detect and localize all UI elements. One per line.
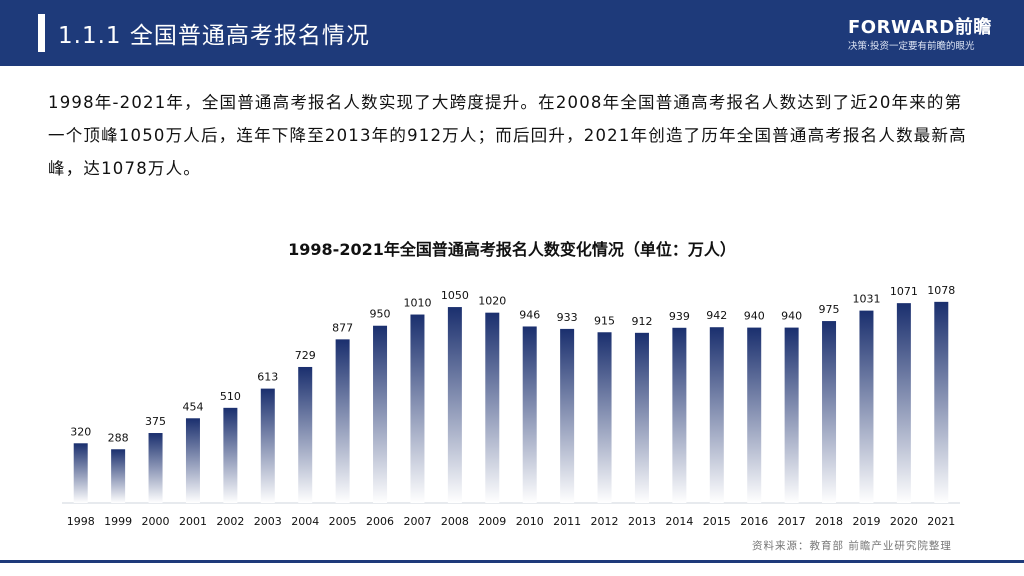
x-tick-2013: 2013 — [628, 515, 656, 528]
brand-slogan: 决策·投资一定要有前瞻的眼光 — [848, 41, 975, 52]
data-label-1999: 288 — [108, 431, 129, 444]
x-tick-2014: 2014 — [665, 515, 693, 528]
bar-2019 — [859, 310, 874, 503]
data-label-2000: 375 — [145, 415, 166, 428]
data-label-2006: 950 — [370, 308, 391, 321]
bar-2013 — [634, 332, 649, 503]
bar-2012 — [597, 332, 612, 503]
intro-paragraph: 1998年-2021年，全国普通高考报名人数实现了大跨度提升。在2008年全国普… — [48, 93, 967, 178]
data-label-1998: 320 — [70, 425, 91, 438]
x-tick-2009: 2009 — [478, 515, 506, 528]
data-label-2019: 1031 — [852, 293, 880, 306]
data-label-2008: 1050 — [441, 289, 469, 302]
data-label-2017: 940 — [781, 310, 802, 323]
data-label-2021: 1078 — [927, 284, 955, 297]
data-label-2020: 1071 — [890, 285, 918, 298]
x-tick-2011: 2011 — [553, 515, 581, 528]
x-tick-2006: 2006 — [366, 515, 394, 528]
header-bar: 1.1.1 全国普通高考报名情况 FORWARD前瞻 决策·投资一定要有前瞻的眼… — [0, 0, 1024, 66]
bar-2017 — [784, 327, 799, 503]
x-tick-1998: 1998 — [67, 515, 95, 528]
data-label-2009: 1020 — [478, 295, 506, 308]
x-tick-2020: 2020 — [890, 515, 918, 528]
data-label-2010: 946 — [519, 308, 540, 321]
data-label-2007: 1010 — [403, 297, 431, 310]
bar-2005 — [335, 339, 350, 503]
bar-1999 — [111, 449, 126, 503]
bar-2006 — [373, 325, 388, 503]
x-tick-2017: 2017 — [778, 515, 806, 528]
bar-2016 — [747, 327, 762, 503]
x-tick-2007: 2007 — [403, 515, 431, 528]
x-tick-2000: 2000 — [142, 515, 170, 528]
x-tick-2001: 2001 — [179, 515, 207, 528]
data-label-2013: 912 — [631, 315, 652, 328]
data-label-2018: 975 — [819, 303, 840, 316]
bar-2000 — [148, 433, 163, 503]
x-tick-2018: 2018 — [815, 515, 843, 528]
data-label-2014: 939 — [669, 310, 690, 323]
x-tick-2008: 2008 — [441, 515, 469, 528]
data-label-2001: 454 — [182, 400, 203, 413]
bar-2009 — [485, 312, 500, 503]
bar-2021 — [934, 301, 949, 503]
x-tick-2021: 2021 — [927, 515, 955, 528]
x-tick-1999: 1999 — [104, 515, 132, 528]
bar-2014 — [672, 327, 687, 503]
x-tick-2015: 2015 — [703, 515, 731, 528]
bar-2004 — [298, 366, 313, 503]
bar-2010 — [522, 326, 537, 503]
data-label-2003: 613 — [257, 371, 278, 384]
x-tick-2005: 2005 — [329, 515, 357, 528]
data-label-2011: 933 — [557, 311, 578, 324]
data-label-2005: 877 — [332, 321, 353, 334]
source-note: 资料来源：教育部 前瞻产业研究院整理 — [752, 540, 952, 552]
x-tick-2010: 2010 — [516, 515, 544, 528]
bar-2007 — [410, 314, 425, 503]
bar-2015 — [709, 327, 724, 503]
page-title: 1.1.1 全国普通高考报名情况 — [58, 23, 370, 49]
x-tick-2012: 2012 — [591, 515, 619, 528]
bar-2008 — [447, 307, 462, 503]
data-label-2015: 942 — [706, 309, 727, 322]
bar-1998 — [73, 443, 88, 503]
x-tick-2016: 2016 — [740, 515, 768, 528]
bar-2011 — [560, 328, 575, 503]
bar-2003 — [260, 388, 275, 503]
x-tick-2019: 2019 — [852, 515, 880, 528]
data-label-2016: 940 — [744, 310, 765, 323]
bar-2020 — [896, 303, 911, 503]
bar-2002 — [223, 407, 238, 503]
bar-2001 — [185, 418, 200, 503]
data-label-2002: 510 — [220, 390, 241, 403]
footer-line — [0, 560, 1024, 563]
x-tick-2004: 2004 — [291, 515, 319, 528]
chart-title: 1998-2021年全国普通高考报名人数变化情况（单位：万人） — [288, 240, 736, 259]
data-label-2004: 729 — [295, 349, 316, 362]
brand-logo: FORWARD前瞻 — [848, 17, 992, 38]
header-accent — [38, 14, 45, 52]
bar-2018 — [822, 321, 837, 503]
data-label-2012: 915 — [594, 314, 615, 327]
x-tick-2002: 2002 — [216, 515, 244, 528]
x-tick-2003: 2003 — [254, 515, 282, 528]
